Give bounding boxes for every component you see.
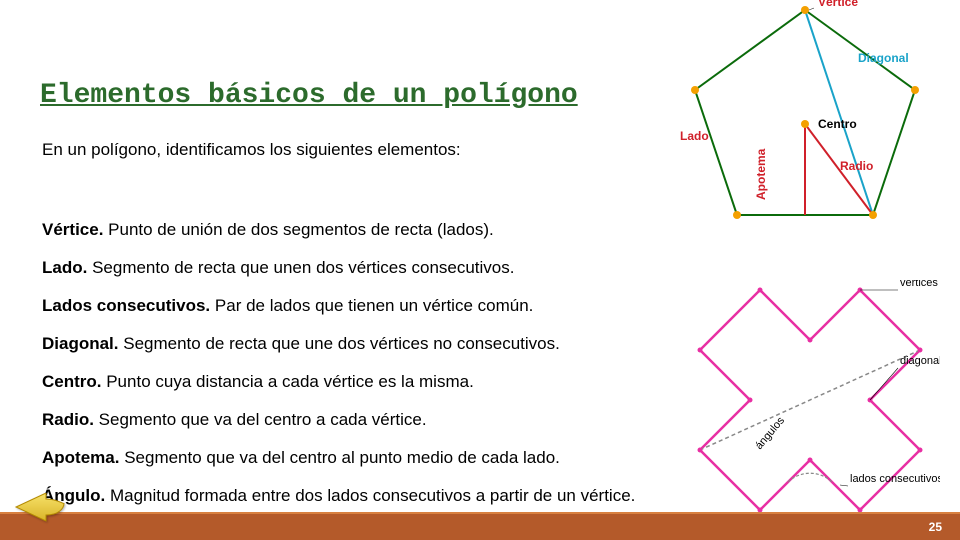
page-title: Elementos básicos de un polígono [40, 80, 578, 111]
svg-text:Vértice: Vértice [818, 0, 858, 9]
def-text: Segmento que va del centro al punto medi… [119, 448, 559, 467]
def-text: Par de lados que tienen un vértice común… [210, 296, 533, 315]
def-text: Punto de unión de dos segmentos de recta… [103, 220, 493, 239]
page-number: 25 [929, 520, 942, 534]
def-term: Diagonal. [42, 334, 119, 353]
svg-text:Diagonal: Diagonal [858, 51, 909, 65]
svg-text:lados consecutivos: lados consecutivos [850, 473, 940, 485]
def-text: Segmento de recta que unen dos vértices … [87, 258, 514, 277]
back-arrow-button[interactable] [10, 493, 66, 530]
intro-text: En un polígono, identificamos los siguie… [42, 140, 461, 160]
def-term: Vértice. [42, 220, 103, 239]
svg-text:vértices: vértices [900, 280, 938, 289]
def-term: Lado. [42, 258, 87, 277]
def-text: Magnitud formada entre dos lados consecu… [105, 486, 635, 505]
def-term: Lados consecutivos. [42, 296, 210, 315]
svg-text:Centro: Centro [818, 117, 857, 131]
def-term: Radio. [42, 410, 94, 429]
back-arrow-icon [10, 493, 66, 525]
def-text: Segmento que va del centro a cada vértic… [94, 410, 427, 429]
def-text: Punto cuya distancia a cada vértice es l… [102, 372, 474, 391]
def-term: Centro. [42, 372, 102, 391]
def-item: Lado. Segmento de recta que unen dos vér… [42, 258, 912, 278]
pentagon-figure: Vértice Diagonal Lado Centro Radio Apotema [670, 0, 940, 230]
def-text: Segmento de recta que une dos vértices n… [119, 334, 560, 353]
svg-text:Apotema: Apotema [754, 148, 768, 200]
svg-text:Radio: Radio [840, 159, 873, 173]
def-term: Apotema. [42, 448, 119, 467]
svg-text:ángulos: ángulos [753, 414, 787, 452]
star-figure: vértices diagonal lados consecutivos ángulo… [690, 280, 940, 490]
svg-text:diagonal: diagonal [900, 355, 940, 367]
footer-bar: 25 [0, 512, 960, 540]
svg-text:Lado: Lado [680, 129, 709, 143]
